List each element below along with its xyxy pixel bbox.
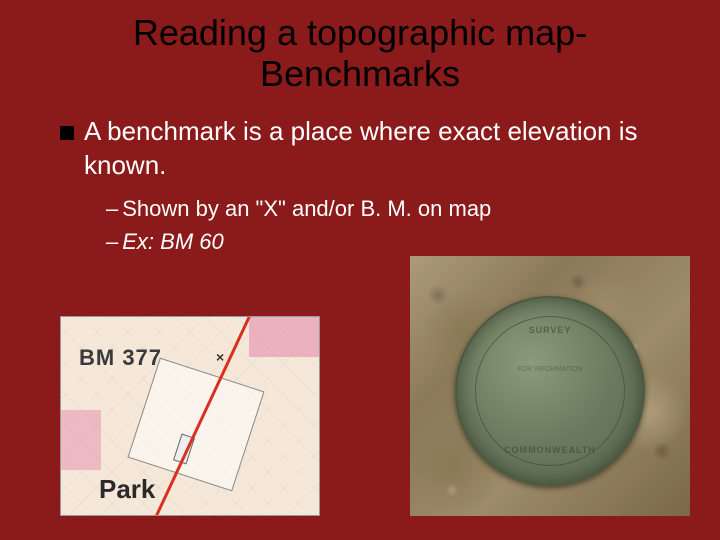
map-park-label: Park [99,474,155,505]
sub-bullet-1-text: Shown by an "X" and/or B. M. on map [122,196,491,221]
sub-bullet-1: –Shown by an "X" and/or B. M. on map [106,192,684,225]
dash-icon: – [106,229,118,254]
map-bm-label: BM 377 [79,345,162,371]
sub-bullet-2-text: Ex: BM 60 [122,229,223,254]
title-line-2: Benchmarks [260,53,460,94]
sub-bullet-2: –Ex: BM 60 [106,225,684,258]
disk-bottom-text: COMMONWEALTH [504,445,596,455]
sub-bullet-list: –Shown by an "X" and/or B. M. on map –Ex… [60,182,684,258]
slide-title: Reading a topographic map- Benchmarks [0,0,720,95]
benchmark-disk-photo: SURVEY FOR INFORMATION COMMONWEALTH [410,256,690,516]
disk-inner-ring: SURVEY FOR INFORMATION COMMONWEALTH [475,316,625,466]
map-pink-area-1 [249,317,319,357]
main-bullet: A benchmark is a place where exact eleva… [60,115,684,183]
dash-icon: – [106,196,118,221]
title-line-1: Reading a topographic map- [133,12,587,53]
map-pink-area-2 [61,410,101,470]
survey-disk: SURVEY FOR INFORMATION COMMONWEALTH [455,296,645,486]
disk-top-text: SURVEY [529,325,572,335]
bullet-square-icon [60,126,74,140]
disk-center-text: FOR INFORMATION [515,366,585,416]
image-row: BM 377 × Park SURVEY FOR INFORMATION COM… [60,256,690,516]
main-bullet-text: A benchmark is a place where exact eleva… [84,115,684,183]
topographic-map-image: BM 377 × Park [60,316,320,516]
map-x-mark: × [216,349,224,365]
slide-content: A benchmark is a place where exact eleva… [0,95,720,259]
